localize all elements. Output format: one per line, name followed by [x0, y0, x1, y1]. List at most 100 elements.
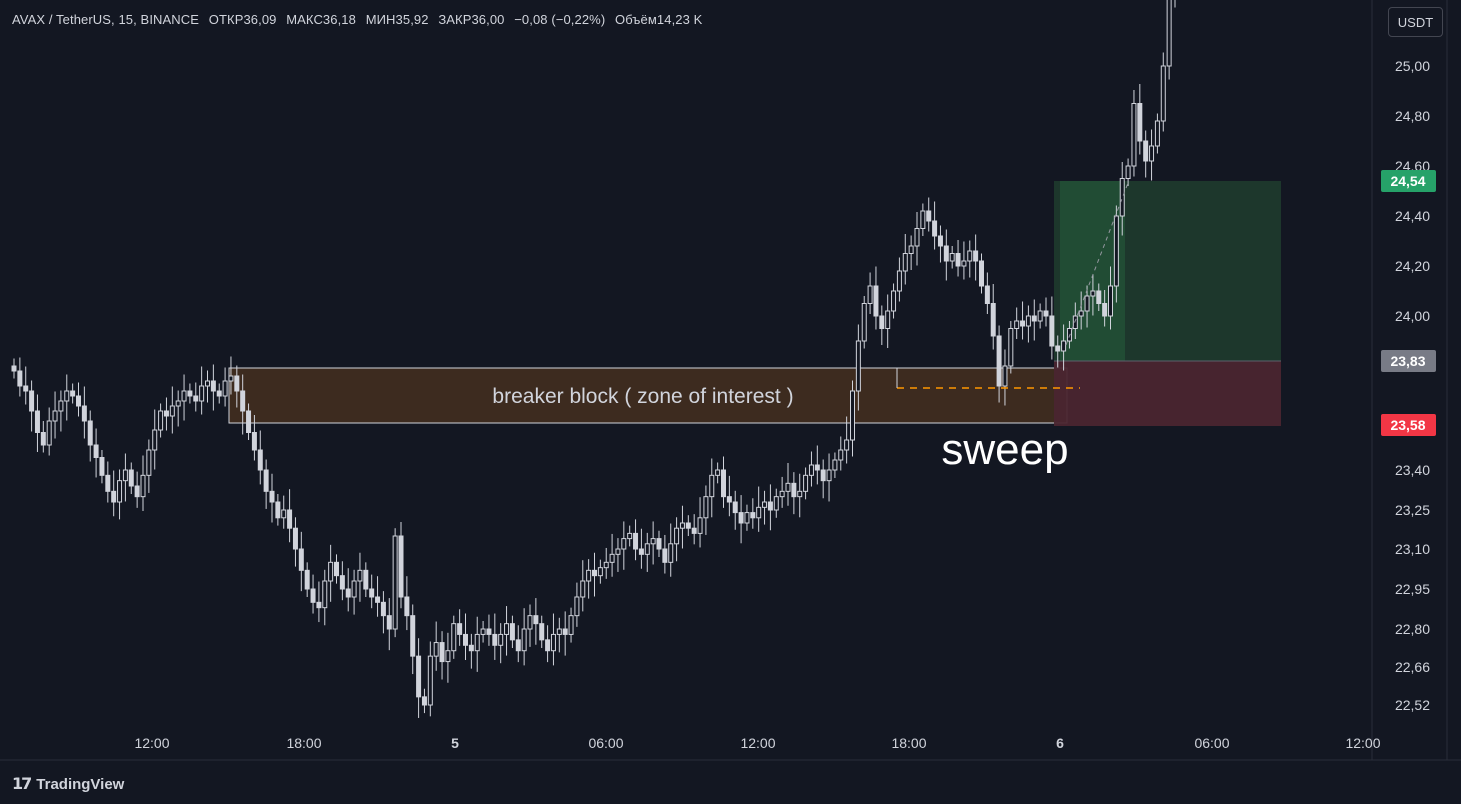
- candle-body[interactable]: [1102, 303, 1108, 317]
- candle-body[interactable]: [175, 400, 181, 407]
- candle-body[interactable]: [216, 390, 222, 397]
- candle-body[interactable]: [199, 385, 205, 402]
- candle-body[interactable]: [52, 410, 58, 422]
- candle-body[interactable]: [281, 509, 287, 519]
- candle-body[interactable]: [287, 509, 293, 529]
- candle-body[interactable]: [949, 253, 955, 262]
- candle-body[interactable]: [1143, 140, 1149, 162]
- candle-body[interactable]: [814, 464, 820, 471]
- candle-body[interactable]: [81, 405, 87, 422]
- candle-body[interactable]: [896, 270, 902, 292]
- candle-body[interactable]: [1072, 315, 1078, 329]
- candle-body[interactable]: [926, 210, 932, 222]
- candle-body[interactable]: [633, 532, 639, 550]
- candle-body[interactable]: [1096, 290, 1102, 304]
- candle-body[interactable]: [1154, 120, 1160, 147]
- candle-body[interactable]: [1090, 290, 1096, 297]
- candle-body[interactable]: [369, 588, 375, 598]
- candle-body[interactable]: [351, 580, 357, 598]
- candle-body[interactable]: [392, 535, 398, 630]
- candle-body[interactable]: [902, 253, 908, 272]
- candle-body[interactable]: [263, 469, 269, 492]
- candle-body[interactable]: [152, 429, 158, 451]
- candle-body[interactable]: [380, 601, 386, 617]
- candle-body[interactable]: [685, 522, 691, 529]
- candle-body[interactable]: [1108, 285, 1113, 317]
- candle-body[interactable]: [515, 639, 521, 652]
- candle-body[interactable]: [750, 512, 756, 519]
- candle-body[interactable]: [674, 527, 680, 545]
- candle-body[interactable]: [64, 390, 70, 402]
- candle-body[interactable]: [920, 210, 926, 229]
- candle-body[interactable]: [656, 538, 662, 550]
- candle-body[interactable]: [767, 501, 773, 511]
- candle-body[interactable]: [468, 644, 474, 652]
- candle-body[interactable]: [76, 395, 81, 407]
- candle-body[interactable]: [251, 432, 257, 451]
- candle-body[interactable]: [158, 410, 164, 431]
- candle-body[interactable]: [292, 527, 298, 550]
- candle-body[interactable]: [193, 395, 199, 402]
- candle-body[interactable]: [961, 260, 967, 267]
- candle-body[interactable]: [234, 375, 240, 392]
- candle-body[interactable]: [23, 385, 29, 392]
- candle-body[interactable]: [134, 485, 140, 498]
- candle-body[interactable]: [891, 290, 897, 312]
- candle-body[interactable]: [679, 522, 685, 529]
- candle-body[interactable]: [457, 623, 463, 635]
- candle-body[interactable]: [697, 517, 703, 534]
- candle-body[interactable]: [533, 615, 539, 625]
- candle-body[interactable]: [1020, 320, 1026, 327]
- candle-body[interactable]: [621, 538, 627, 550]
- candle-body[interactable]: [210, 380, 216, 392]
- candle-body[interactable]: [404, 596, 410, 617]
- candle-body[interactable]: [451, 623, 457, 652]
- candle-body[interactable]: [1043, 310, 1049, 317]
- candle-body[interactable]: [504, 623, 510, 635]
- candle-body[interactable]: [1113, 215, 1119, 287]
- candle-body[interactable]: [773, 496, 779, 511]
- candle-body[interactable]: [873, 285, 879, 317]
- candle-body[interactable]: [855, 340, 861, 392]
- candle-body[interactable]: [832, 459, 838, 471]
- candle-body[interactable]: [744, 512, 750, 524]
- candle-body[interactable]: [937, 235, 943, 247]
- candle-body[interactable]: [304, 569, 310, 590]
- candle-body[interactable]: [908, 245, 914, 254]
- candle-body[interactable]: [410, 615, 416, 657]
- candle-body[interactable]: [850, 390, 855, 441]
- candle-body[interactable]: [40, 432, 46, 446]
- candle-body[interactable]: [996, 335, 1002, 387]
- candle-body[interactable]: [181, 390, 187, 402]
- candle-body[interactable]: [310, 588, 316, 603]
- candle-body[interactable]: [269, 490, 275, 503]
- candle-body[interactable]: [398, 535, 404, 598]
- candle-body[interactable]: [715, 469, 721, 476]
- candle-body[interactable]: [386, 615, 392, 630]
- candle-body[interactable]: [979, 260, 984, 287]
- candle-body[interactable]: [762, 501, 768, 508]
- candle-body[interactable]: [586, 569, 592, 582]
- candle-body[interactable]: [603, 561, 609, 569]
- candle-body[interactable]: [1031, 315, 1037, 322]
- candle-body[interactable]: [1049, 315, 1055, 347]
- candle-body[interactable]: [275, 501, 281, 519]
- candle-body[interactable]: [592, 569, 597, 577]
- candle-body[interactable]: [46, 420, 52, 446]
- candle-body[interactable]: [105, 474, 111, 492]
- candle-body[interactable]: [726, 496, 732, 503]
- candle-body[interactable]: [11, 365, 17, 372]
- candle-body[interactable]: [439, 642, 445, 663]
- candle-body[interactable]: [1061, 340, 1067, 352]
- candle-body[interactable]: [615, 548, 621, 555]
- candle-body[interactable]: [973, 250, 979, 262]
- candle-body[interactable]: [644, 543, 650, 555]
- candle-body[interactable]: [779, 490, 785, 498]
- candle-body[interactable]: [785, 482, 791, 492]
- candle-body[interactable]: [580, 580, 586, 598]
- candle-body[interactable]: [914, 228, 920, 247]
- candle-body[interactable]: [820, 469, 826, 482]
- candle-body[interactable]: [867, 285, 873, 304]
- candle-body[interactable]: [111, 490, 117, 503]
